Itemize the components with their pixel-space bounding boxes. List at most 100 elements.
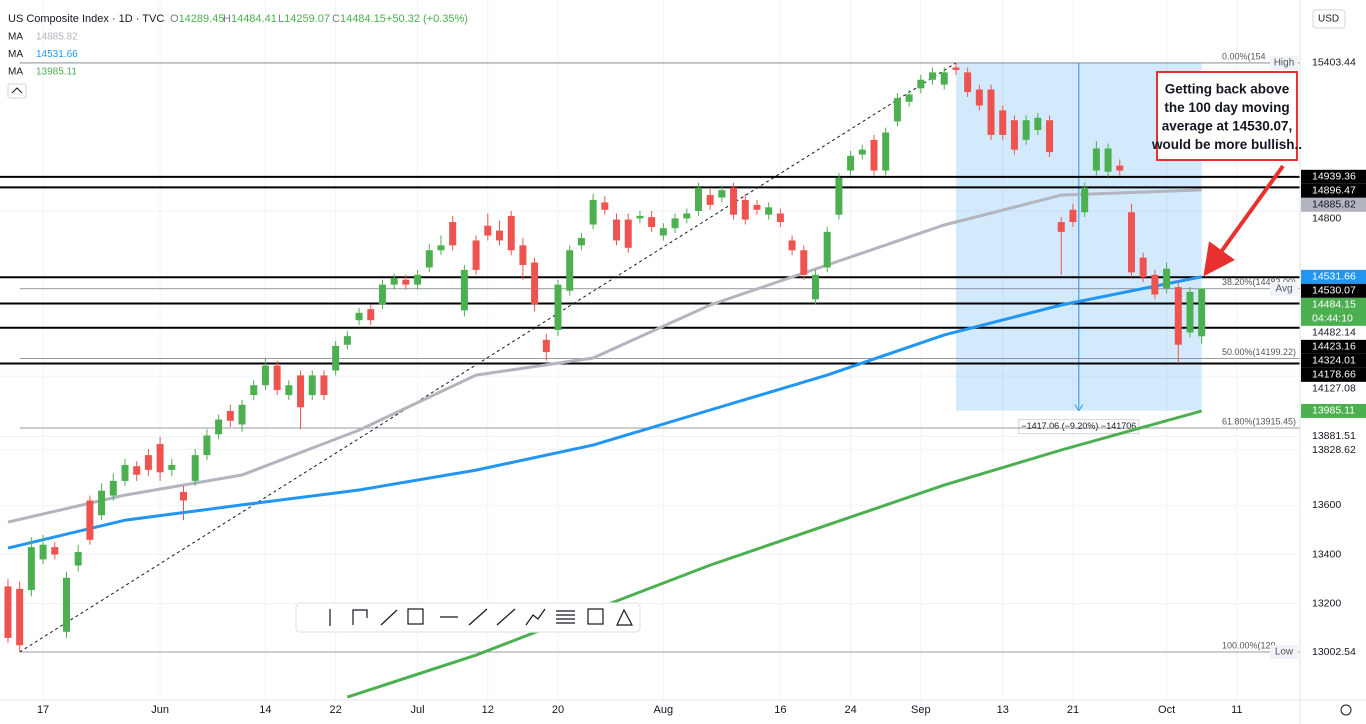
- plot-area: −1417.06 (−9.20%) −141706 0.00%(154 38.20%…: [0, 0, 1300, 700]
- price-label: 14482.14: [1312, 327, 1356, 339]
- price-label: 13881.51: [1312, 430, 1356, 442]
- candle-body: [355, 312, 363, 321]
- legend-value: 13985.11: [36, 67, 77, 78]
- change: +50.32 (+0.35%): [386, 13, 468, 25]
- price-tag: [1301, 297, 1366, 326]
- candle-body: [203, 435, 211, 456]
- x-tick-label: 11: [1231, 704, 1242, 716]
- candle-body: [683, 213, 691, 219]
- moving-average: [7, 275, 1202, 550]
- price-label: 14484.15: [1312, 299, 1356, 311]
- price-label: 14800: [1312, 213, 1341, 225]
- candle-body: [893, 98, 901, 122]
- trendline: [19, 62, 957, 653]
- candle-body: [156, 444, 164, 473]
- collapse-button[interactable]: [7, 83, 27, 99]
- candle-body: [297, 375, 305, 408]
- candle-body: [4, 586, 12, 638]
- candle-body: [1174, 287, 1182, 345]
- currency-button[interactable]: [1312, 9, 1346, 29]
- tool-icon[interactable]: [616, 608, 633, 626]
- price-label: 14178.66: [1312, 369, 1356, 381]
- price-label: 13828.62: [1312, 444, 1356, 456]
- candle-body: [1186, 291, 1194, 333]
- candle-body: [1116, 165, 1124, 171]
- candle-body: [144, 455, 152, 470]
- candle-body: [51, 547, 59, 555]
- candle-body: [27, 547, 35, 591]
- price-label: 13400: [1312, 548, 1341, 560]
- candle-body: [74, 552, 82, 566]
- x-tick-label: 16: [774, 704, 786, 716]
- candle-body: [917, 79, 925, 89]
- candle-body: [694, 187, 702, 212]
- legend: MA 14885.82 MA 14531.66 MA 13985.11: [8, 32, 78, 78]
- candle-body: [261, 365, 269, 386]
- candle-body: [975, 89, 983, 106]
- x-tick-label: Sep: [911, 704, 931, 716]
- x-tick-label: Jun: [151, 704, 169, 716]
- settings-icon[interactable]: [1340, 704, 1352, 716]
- x-tick-label: Aug: [654, 704, 674, 716]
- candle-body: [718, 190, 726, 198]
- ohlc: H14484.41: [223, 13, 277, 25]
- price-tag: [1301, 269, 1366, 284]
- candle-body: [811, 274, 819, 300]
- tool-icon[interactable]: [407, 608, 424, 625]
- x-tick-label: 17: [37, 704, 49, 716]
- measure-label: −1417.06 (−9.20%) −141706: [1021, 421, 1136, 431]
- mark-label: Low: [1275, 647, 1294, 658]
- tool-icon[interactable]: [352, 609, 368, 625]
- candle-body: [109, 480, 117, 496]
- candle-body: [870, 139, 878, 171]
- candle-body: [378, 284, 386, 305]
- tool-icon[interactable]: [587, 608, 604, 625]
- fib-label: 38.20%(14483.00): [1222, 277, 1296, 287]
- candle-body: [1022, 120, 1030, 140]
- candle-body: [577, 237, 585, 246]
- tool-icon[interactable]: [525, 608, 546, 626]
- candle-body: [964, 72, 972, 93]
- ohlc: C14484.15: [332, 13, 386, 25]
- candle-body: [659, 228, 667, 236]
- annotation-line: would be more bullish..: [1151, 137, 1302, 152]
- candle-body: [706, 195, 714, 205]
- candle-body: [601, 202, 609, 210]
- candle-body: [624, 219, 632, 248]
- mark-label-box: [1270, 55, 1298, 70]
- candle-body: [741, 199, 749, 220]
- candle-body: [987, 89, 995, 135]
- candle-body: [507, 215, 515, 251]
- candle-body: [180, 491, 188, 501]
- measure-arrowhead: [1074, 404, 1084, 412]
- candle-body: [905, 94, 913, 102]
- candle-body: [449, 222, 457, 246]
- price-axis: 15403.44 14939.36 14896.47 14885.82 14800 145…: [1301, 57, 1366, 658]
- tool-icon[interactable]: [556, 610, 575, 624]
- price-label: 13200: [1312, 597, 1341, 609]
- price-tag: [1301, 367, 1366, 382]
- candle-body: [589, 199, 597, 225]
- x-tick-label: 24: [844, 704, 856, 716]
- legend-label: MA: [8, 32, 23, 43]
- price-tag: [1301, 403, 1366, 418]
- tool-icon[interactable]: [380, 609, 398, 626]
- tool-icon[interactable]: [496, 608, 516, 626]
- mark-label-box: [1270, 645, 1298, 660]
- candle-body: [1139, 257, 1147, 278]
- candle-body: [542, 339, 550, 353]
- price-tag: [1301, 197, 1366, 212]
- candle-body: [1198, 288, 1206, 337]
- tool-icon[interactable]: [468, 608, 488, 626]
- price-tag: [1301, 169, 1366, 184]
- candle-body: [472, 240, 480, 270]
- candle-body: [765, 207, 773, 215]
- candle-body: [566, 250, 574, 291]
- candle-body: [367, 309, 375, 321]
- candle-body: [788, 240, 796, 251]
- price-label: 15403.44: [1312, 57, 1356, 69]
- candle-body: [1151, 274, 1159, 295]
- fib-label: 50.00%(14199.22): [1222, 347, 1296, 357]
- candle-body: [168, 464, 176, 470]
